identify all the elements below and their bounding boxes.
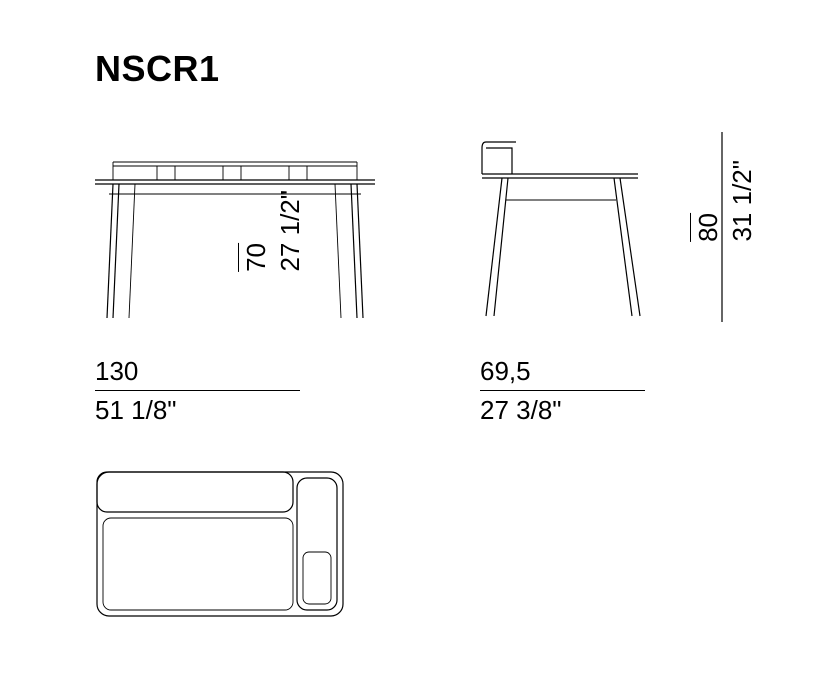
side-elevation bbox=[480, 130, 650, 320]
front-width-cm: 130 bbox=[95, 358, 300, 390]
front-height-cm: 70 bbox=[238, 243, 273, 272]
front-width-in: 51 1/8" bbox=[95, 390, 300, 423]
front-height-dim: 70 27 1/2" bbox=[238, 190, 307, 272]
side-height-dim: 80 31 1/2" bbox=[690, 160, 759, 242]
front-height-in: 27 1/2" bbox=[273, 190, 307, 272]
spec-sheet: NSCR1 70 27 1/2" 130 51 1/8" bbox=[0, 0, 840, 679]
front-width-dim: 130 51 1/8" bbox=[95, 358, 300, 423]
side-depth-cm: 69,5 bbox=[480, 358, 645, 390]
side-depth-in: 27 3/8" bbox=[480, 390, 645, 423]
plan-view bbox=[95, 470, 345, 620]
front-elevation bbox=[95, 150, 375, 320]
side-height-in: 31 1/2" bbox=[725, 160, 759, 242]
model-code: NSCR1 bbox=[95, 48, 220, 90]
side-depth-dim: 69,5 27 3/8" bbox=[480, 358, 645, 423]
side-height-rule bbox=[720, 132, 724, 322]
